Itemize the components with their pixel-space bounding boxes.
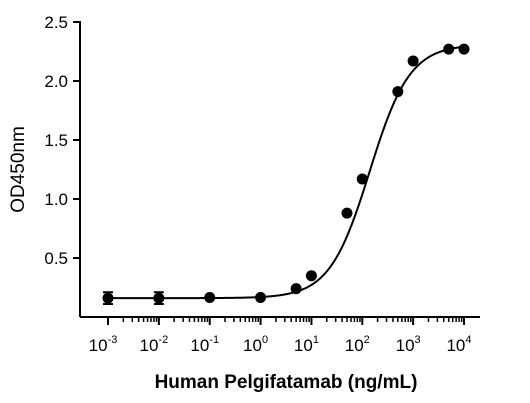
x-tick-base: 10 [396, 336, 415, 355]
x-tick-label: 101 [294, 334, 319, 355]
x-tick-label: 102 [345, 334, 370, 355]
x-tick-base: 10 [243, 336, 262, 355]
x-tick-label: 10-1 [190, 334, 219, 355]
x-tick-exponent: -3 [108, 334, 118, 346]
x-tick-label: 100 [243, 334, 268, 355]
fit-curve [108, 45, 465, 300]
data-point [153, 292, 165, 304]
data-point [407, 55, 419, 67]
data-point [255, 292, 267, 304]
x-tick-base: 10 [89, 336, 108, 355]
data-point [443, 43, 455, 55]
x-tick-base: 10 [345, 336, 364, 355]
x-tick-base: 10 [294, 336, 313, 355]
x-tick-label: 103 [396, 334, 421, 355]
data-point [356, 173, 368, 185]
axes [79, 21, 480, 318]
data-points [102, 43, 470, 306]
data-point [458, 43, 470, 55]
y-tick-label: 1.5 [44, 131, 68, 150]
y-tick-label: 2.5 [44, 13, 68, 32]
y-axis-title: OD450nm [8, 126, 29, 213]
data-point [341, 207, 353, 219]
x-ticks: 10-3 10-2 10-1 100 101 102 103 104 [89, 317, 472, 355]
x-tick-label: 10-3 [89, 334, 118, 355]
x-tick-base: 10 [190, 336, 209, 355]
data-point [305, 270, 317, 282]
x-axis-title: Human Pelgifatamab (ng/mL) [155, 372, 418, 393]
x-tick-exponent: -1 [209, 334, 219, 346]
y-tick-label: 1.0 [44, 190, 68, 209]
x-tick-exponent: 2 [364, 334, 370, 346]
y-tick-label: 0.5 [44, 249, 68, 268]
x-tick-exponent: 4 [465, 334, 471, 346]
data-point [204, 292, 216, 304]
data-point [290, 283, 302, 295]
y-ticks: 0.5 1.0 1.5 2.0 2.5 [44, 13, 80, 268]
x-tick-base: 10 [140, 336, 159, 355]
x-tick-exponent: -2 [158, 334, 168, 346]
y-tick-label: 2.0 [44, 72, 68, 91]
x-tick-exponent: 1 [313, 334, 319, 346]
x-tick-base: 10 [446, 336, 465, 355]
data-point [102, 292, 114, 304]
x-tick-exponent: 0 [262, 334, 268, 346]
data-point [392, 86, 404, 98]
x-tick-label: 10-2 [140, 334, 169, 355]
x-tick-exponent: 3 [415, 334, 421, 346]
x-tick-label: 104 [446, 334, 471, 355]
